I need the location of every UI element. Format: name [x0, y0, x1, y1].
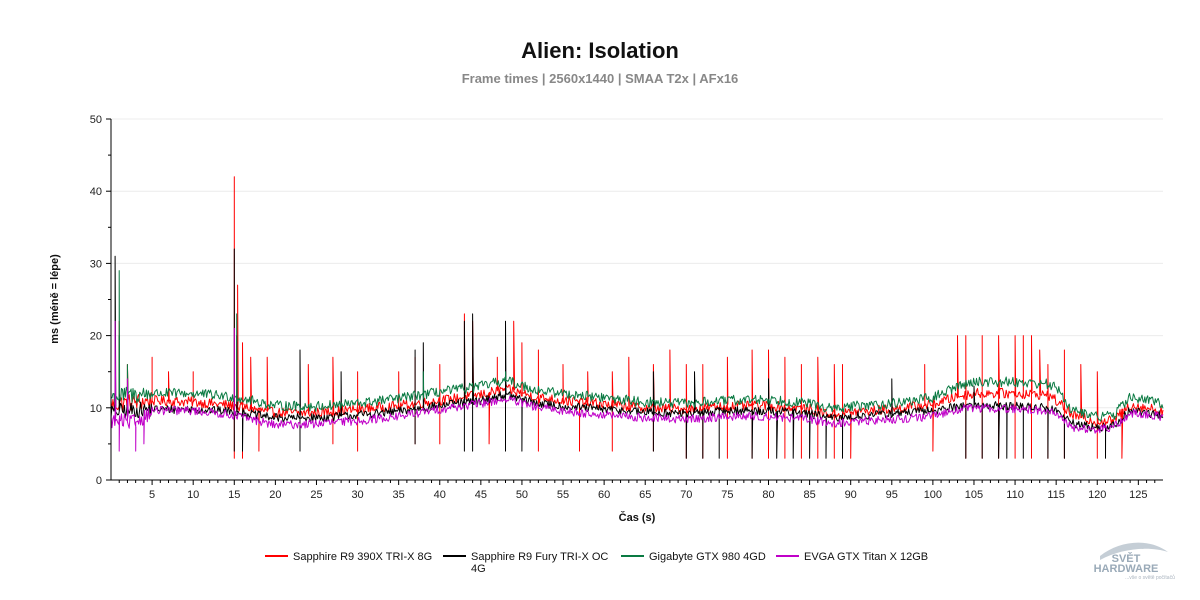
legend-label-3: Gigabyte GTX 980 4GD [649, 551, 766, 563]
x-tick-label: 55 [557, 489, 569, 501]
x-tick-label: 50 [516, 489, 528, 501]
x-tick-label: 60 [598, 489, 610, 501]
grid [111, 118, 1163, 409]
axes [110, 119, 1163, 481]
x-tick-label: 35 [393, 489, 405, 501]
legend-label-2: Sapphire R9 Fury TRI-X OC 4G [471, 551, 608, 575]
legend: Sapphire R9 390X TRI-X 8G Sapphire R9 Fur… [265, 551, 928, 575]
x-axis-title: Čas (s) [619, 511, 656, 524]
x-tick-label: 80 [762, 489, 774, 501]
x-tick-label: 115 [1047, 489, 1065, 501]
x-tick-label: 65 [639, 489, 651, 501]
x-tick-label: 15 [228, 489, 240, 501]
x-tick-label: 5 [149, 489, 155, 501]
series-line-2 [110, 248, 1164, 459]
y-tick-label: 0 [96, 475, 102, 487]
x-tick-label: 40 [434, 489, 446, 501]
y-tick-label: 10 [90, 403, 102, 415]
x-tick-label: 85 [803, 489, 815, 501]
x-axis-ticks: 5 10 15 20 25 30 35 40 45 50 55 60 65 70 75 80 85 90 95 100… [118, 480, 1156, 501]
y-tick-label: 40 [90, 186, 102, 198]
x-tick-label: 105 [965, 489, 983, 501]
logo-tagline: ...vše o světě počítačů [1125, 574, 1175, 581]
x-tick-label: 10 [187, 489, 199, 501]
y-tick-label: 50 [90, 114, 102, 126]
x-tick-label: 95 [886, 489, 898, 501]
legend-label-4: EVGA GTX Titan X 12GB [804, 551, 928, 563]
logo-line2: HARDWARE [1094, 563, 1159, 575]
x-tick-label: 70 [680, 489, 692, 501]
chart-subtitle: Frame times | 2560x1440 | SMAA T2x | AFx… [462, 71, 739, 86]
y-tick-label: 30 [90, 258, 102, 270]
x-tick-label: 125 [1129, 489, 1147, 501]
series-line-1 [110, 176, 1164, 459]
y-axis-title: ms (méně = lépe) [49, 254, 61, 344]
x-tick-label: 75 [721, 489, 733, 501]
series-line-4 [110, 320, 1164, 452]
y-axis-ticks: 0 10 20 30 40 50 [90, 114, 111, 487]
series-line-3 [110, 270, 1164, 422]
x-tick-label: 20 [269, 489, 281, 501]
legend-label-1: Sapphire R9 390X TRI-X 8G [293, 551, 432, 563]
x-tick-label: 30 [351, 489, 363, 501]
logo-swoosh-icon [1100, 542, 1168, 560]
x-tick-label: 25 [310, 489, 322, 501]
plot-area [110, 176, 1164, 459]
x-tick-label: 90 [845, 489, 857, 501]
chart-title: Alien: Isolation [521, 38, 679, 63]
y-tick-label: 20 [90, 331, 102, 343]
x-tick-label: 100 [924, 489, 942, 501]
x-tick-label: 120 [1088, 489, 1106, 501]
svet-hardware-logo: SVĚT HARDWARE ...vše o světě počítačů [1094, 542, 1175, 581]
x-tick-label: 45 [475, 489, 487, 501]
x-tick-label: 110 [1006, 489, 1024, 501]
logo-line1: SVĚT [1112, 552, 1141, 565]
